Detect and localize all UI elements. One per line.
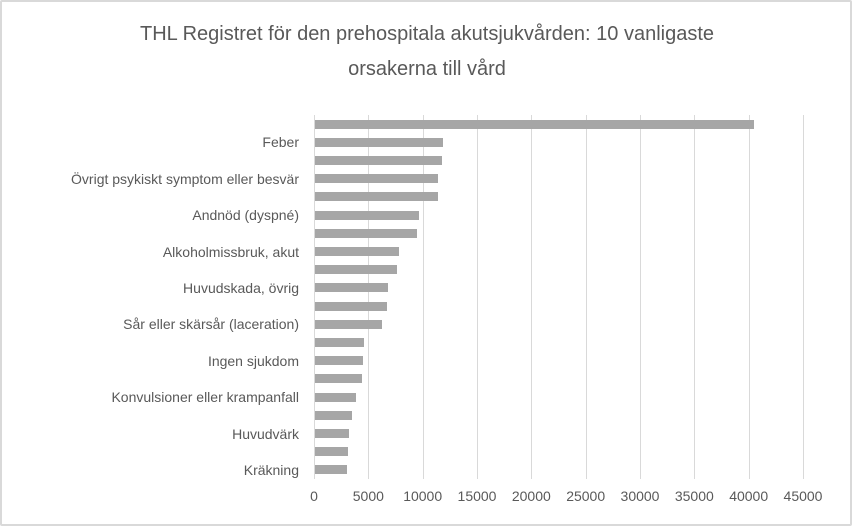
x-tick-label: 5000: [352, 488, 384, 504]
gridline: [585, 115, 587, 479]
x-tick-label: 15000: [457, 488, 497, 504]
chart-title: THL Registret för den prehospitala akuts…: [139, 23, 715, 80]
gridline: [368, 115, 370, 479]
category-label: Övrigt psykiskt symptom eller besvär: [71, 170, 299, 187]
category-label: Ingen sjukdom: [207, 352, 299, 369]
category-label: Feber: [262, 134, 299, 151]
bar: [315, 174, 438, 184]
category-label: Kräkning: [243, 461, 299, 478]
bar: [315, 210, 420, 220]
bar: [315, 410, 352, 420]
bar: [315, 338, 364, 347]
category-label: Konvulsioner eller krampanfall: [111, 389, 299, 406]
plot-area: [314, 115, 804, 479]
bar: [315, 447, 348, 457]
bar: [315, 465, 347, 475]
x-tick-label: 25000: [566, 488, 606, 504]
bar: [315, 319, 383, 329]
x-tick-label: 35000: [674, 488, 714, 504]
gridline: [694, 115, 696, 479]
gridline: [803, 115, 804, 479]
bar: [315, 228, 418, 238]
x-tick-label: 0: [310, 488, 318, 504]
bar: [315, 192, 438, 202]
x-tick-label: 45000: [783, 488, 823, 504]
bar: [315, 301, 387, 311]
value-axis: 0 5000 10000 15000 20000 25000 30000 35000 40000…: [2, 488, 850, 508]
category-label: Huvudvärk: [232, 425, 299, 442]
x-tick-label: 20000: [511, 488, 551, 504]
bar: [315, 356, 363, 366]
bar: [315, 156, 443, 165]
category-label: Huvudskada, övrig: [183, 279, 299, 296]
x-tick-label: 40000: [729, 488, 769, 504]
x-tick-label: 10000: [403, 488, 443, 504]
gridline: [422, 115, 424, 479]
bar: [315, 374, 362, 384]
bar: [315, 265, 397, 275]
bar: [315, 283, 388, 293]
gridline: [640, 115, 641, 479]
gridline: [531, 115, 533, 479]
bar: [315, 247, 399, 256]
category-axis: Feber Övrigt psykiskt symptom eller besvä…: [2, 115, 299, 479]
category-label: Alkoholmissbruk, akut: [162, 243, 299, 260]
gridline: [314, 115, 315, 479]
bar: [315, 392, 357, 402]
gridline: [748, 115, 750, 479]
bar: [315, 429, 349, 438]
bar: [315, 119, 754, 129]
category-label: Sår eller skärsår (laceration): [123, 316, 299, 333]
bar: [315, 137, 444, 147]
category-label: Andnöd (dyspné): [192, 207, 299, 224]
x-tick-label: 30000: [620, 488, 660, 504]
gridline: [477, 115, 478, 479]
